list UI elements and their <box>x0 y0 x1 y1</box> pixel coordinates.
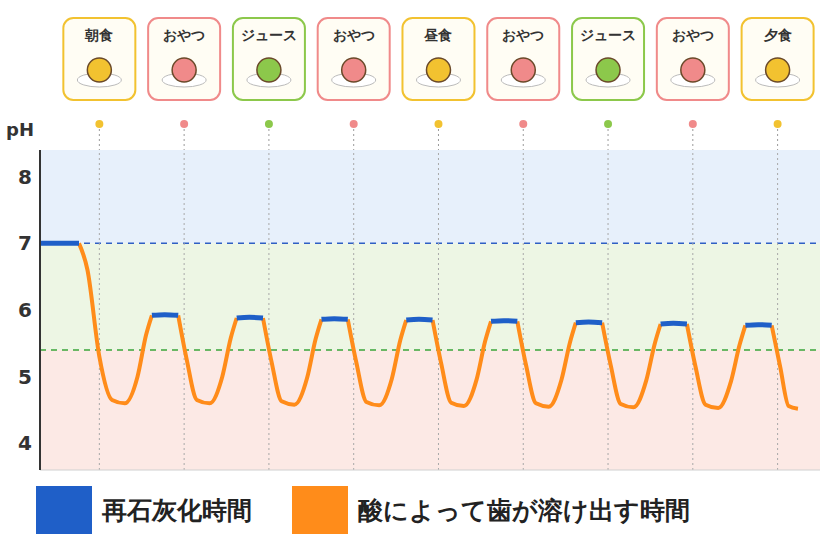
svg-text:おやつ: おやつ <box>333 27 375 43</box>
svg-text:おやつ: おやつ <box>672 27 714 43</box>
svg-text:おやつ: おやつ <box>502 27 544 43</box>
svg-text:7: 7 <box>18 231 32 255</box>
svg-text:6: 6 <box>18 298 32 322</box>
svg-text:夕食: 夕食 <box>763 27 792 43</box>
svg-text:ジュース: ジュース <box>241 27 297 43</box>
html-text:酸によって歯が溶け出す時間: 酸によって歯が溶け出す時間 <box>358 495 690 525</box>
svg-text:8: 8 <box>18 165 32 189</box>
svg-text:4: 4 <box>18 431 32 455</box>
svg-text:昼食: 昼食 <box>423 27 452 43</box>
html-text:再石灰化時間: 再石灰化時間 <box>102 495 252 525</box>
svg-text:pH: pH <box>6 119 34 140</box>
svg-text:おやつ: おやつ <box>163 27 205 43</box>
svg-text:ジュース: ジュース <box>580 27 636 43</box>
svg-text:5: 5 <box>18 365 32 389</box>
svg-text:朝食: 朝食 <box>84 27 113 43</box>
